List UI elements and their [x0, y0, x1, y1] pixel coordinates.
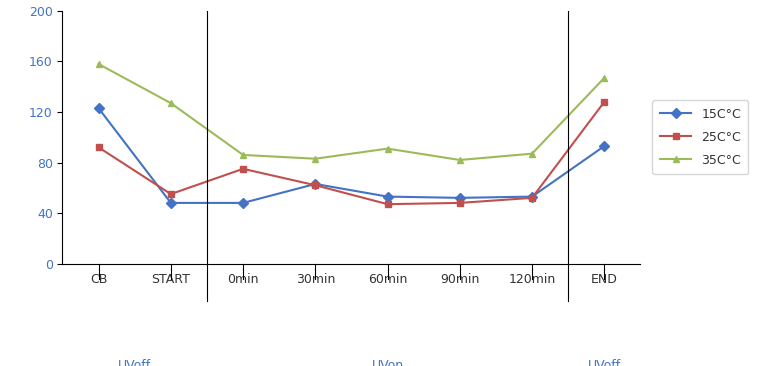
35C°C [600, 76, 609, 80]
15C°C [600, 144, 609, 148]
Line: 25C°C: 25C°C [95, 98, 608, 208]
15C°C [311, 182, 320, 186]
35C°C [383, 146, 392, 151]
25C°C [311, 183, 320, 187]
35C°C [94, 62, 103, 66]
Legend: 15C°C, 25C°C, 35C°C: 15C°C, 25C°C, 35C°C [652, 100, 748, 174]
25C°C [166, 192, 176, 196]
15C°C [383, 194, 392, 199]
Line: 15C°C: 15C°C [95, 105, 608, 206]
Text: UVoff: UVoff [587, 359, 621, 366]
25C°C [383, 202, 392, 206]
35C°C [455, 158, 465, 162]
35C°C [527, 152, 537, 156]
15C°C [94, 106, 103, 111]
25C°C [238, 167, 248, 171]
15C°C [527, 194, 537, 199]
15C°C [455, 196, 465, 200]
35C°C [311, 157, 320, 161]
Text: UVon: UVon [372, 359, 404, 366]
Line: 35C°C: 35C°C [95, 60, 608, 164]
15C°C [238, 201, 248, 205]
15C°C [166, 201, 176, 205]
25C°C [527, 196, 537, 200]
25C°C [455, 201, 465, 205]
35C°C [238, 153, 248, 157]
Text: UVoff: UVoff [118, 359, 152, 366]
25C°C [94, 145, 103, 150]
25C°C [600, 100, 609, 104]
35C°C [166, 101, 176, 105]
